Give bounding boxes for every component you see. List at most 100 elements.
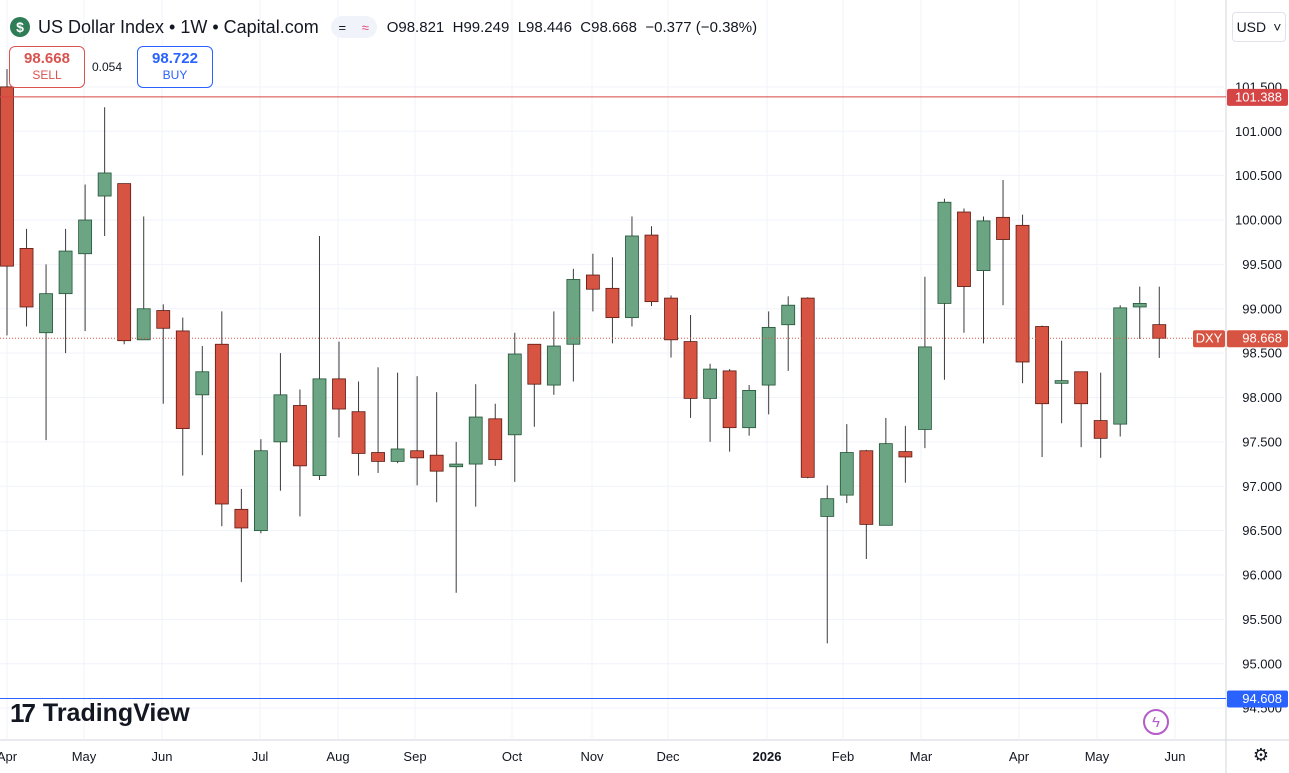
candle-body xyxy=(1093,420,1108,439)
candle-body xyxy=(703,368,717,399)
x-tick-label: Jul xyxy=(252,749,269,764)
x-tick-label: 2026 xyxy=(753,749,782,764)
tradingview-wordmark: TradingView xyxy=(42,699,190,727)
y-tick-label: 98.000 xyxy=(1242,390,1282,405)
open-label: O xyxy=(386,18,399,36)
candle-body xyxy=(273,394,288,443)
approx-icon[interactable]: ≈ xyxy=(361,19,369,35)
y-tick-label: 98.500 xyxy=(1242,346,1282,361)
candle-body xyxy=(957,211,971,287)
candle-body xyxy=(78,219,93,255)
buy-price: 98.722 xyxy=(152,50,198,67)
high-value: 99.249 xyxy=(463,18,510,36)
y-tick-label: 97.500 xyxy=(1242,434,1282,449)
x-tick-label: Nov xyxy=(580,749,604,764)
candle-body xyxy=(39,293,53,334)
y-tick-label: 96.000 xyxy=(1242,568,1282,583)
y-tick-label: 100.500 xyxy=(1235,168,1282,183)
symbol-tag-label: DXY xyxy=(1196,331,1223,346)
candle-body xyxy=(117,183,132,342)
sell-button[interactable]: 98.668 SELL xyxy=(9,46,85,88)
close-label: C xyxy=(580,18,592,36)
candle-body xyxy=(1035,326,1049,405)
y-tick-label: 96.500 xyxy=(1242,523,1282,538)
y-tick-label: 97.000 xyxy=(1242,479,1282,494)
candle-body xyxy=(761,326,776,386)
candle-body xyxy=(468,416,483,465)
sell-price: 98.668 xyxy=(24,50,70,67)
candle-body xyxy=(1152,324,1167,339)
candle-body xyxy=(136,308,151,341)
ohlc-readout: O98.821 H99.249 L98.446 C98.668 −0.377 (… xyxy=(387,19,757,36)
candle-body xyxy=(664,297,678,341)
support-price-tag xyxy=(1227,690,1288,708)
candle-body xyxy=(722,370,737,429)
candle-body xyxy=(195,371,210,396)
sell-label: SELL xyxy=(32,68,62,82)
x-tick-label: Apr xyxy=(1009,749,1030,764)
lightning-icon[interactable]: ϟ xyxy=(1143,709,1169,735)
y-tick-label: 100.000 xyxy=(1235,213,1282,228)
buy-label: BUY xyxy=(162,68,188,82)
candle-body xyxy=(800,297,815,478)
spread-value: 0.054 xyxy=(92,60,123,74)
open-value: 98.821 xyxy=(398,18,445,36)
candle-body xyxy=(214,343,229,505)
dollar-logo-icon: $ xyxy=(10,17,30,37)
candle-body xyxy=(683,341,698,399)
x-tick-label: Aug xyxy=(326,749,349,764)
candle-body xyxy=(58,250,73,295)
high-label: H xyxy=(452,18,464,36)
candle-body xyxy=(586,274,600,290)
candle-body xyxy=(449,463,464,468)
candle-body xyxy=(996,216,1010,240)
close-value: 98.668 xyxy=(591,18,637,36)
chart-title[interactable]: US Dollar Index • 1W • Capital.com xyxy=(38,16,319,37)
candle-body xyxy=(97,172,112,197)
equal-icon[interactable]: = xyxy=(338,19,347,35)
change-value: −0.377 (−0.38%) xyxy=(645,18,758,36)
currency-selector[interactable]: USD ˅ xyxy=(1232,12,1286,42)
currency-value: USD xyxy=(1236,19,1267,35)
candle-body xyxy=(605,287,620,319)
low-label: L xyxy=(517,18,527,36)
x-tick-label: Sep xyxy=(403,749,426,764)
x-tick-label: Apr xyxy=(0,749,18,764)
candle-body xyxy=(19,247,34,308)
chart-mode-toggle[interactable]: = ≈ xyxy=(330,16,377,38)
x-tick-label: May xyxy=(1085,749,1110,764)
candle-body xyxy=(898,451,913,458)
tradingview-logo[interactable]: 17 TradingView xyxy=(10,698,190,729)
candle-body xyxy=(1015,224,1030,363)
chart-header: $ US Dollar Index • 1W • Capital.com = ≈… xyxy=(0,8,757,46)
buy-button[interactable]: 98.722 BUY xyxy=(137,46,213,88)
candle-body xyxy=(390,448,405,462)
x-tick-label: Mar xyxy=(910,749,933,764)
candle-body xyxy=(566,279,581,345)
candle-body xyxy=(410,450,425,459)
x-tick-label: Dec xyxy=(656,749,680,764)
candle-body xyxy=(332,378,346,410)
resistance-price-label: 101.388 xyxy=(1235,89,1282,104)
candle-body xyxy=(371,452,385,462)
y-tick-label: 101.000 xyxy=(1235,124,1282,139)
candle-body xyxy=(1074,371,1089,405)
candle-body xyxy=(546,345,561,386)
candle-body xyxy=(253,450,268,532)
candle-body xyxy=(0,86,14,267)
candle-body xyxy=(429,454,444,472)
symbol-tag xyxy=(1193,330,1225,348)
gear-icon[interactable]: ⚙ xyxy=(1252,744,1270,765)
candle-body xyxy=(1113,307,1128,425)
candle-body xyxy=(878,443,893,526)
chevron-down-icon: ˅ xyxy=(1273,19,1282,35)
x-tick-label: Feb xyxy=(832,749,854,764)
candle-body xyxy=(1054,380,1069,384)
tradingview-mark-icon: 17 xyxy=(10,698,36,728)
candle-body xyxy=(351,411,366,454)
candle-body xyxy=(507,353,522,436)
low-value: 98.446 xyxy=(526,18,572,36)
candle-body xyxy=(859,450,874,525)
candle-body xyxy=(742,389,757,429)
